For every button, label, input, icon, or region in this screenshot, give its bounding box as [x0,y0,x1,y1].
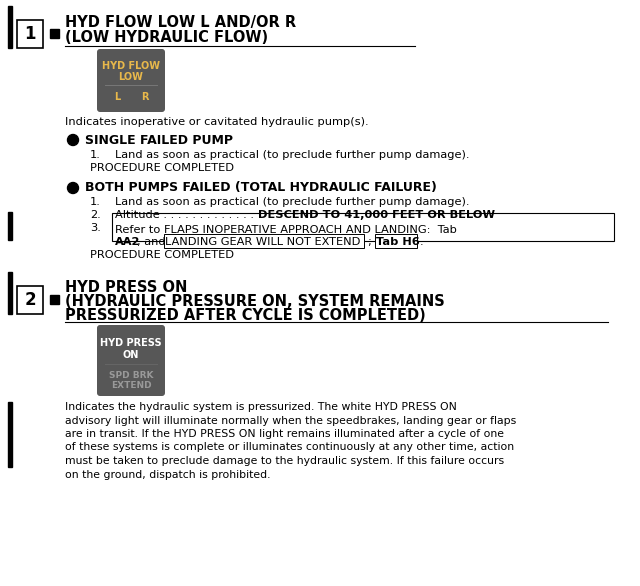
Text: ON: ON [123,350,139,360]
Text: 2.: 2. [90,210,100,220]
Text: HYD PRESS ON: HYD PRESS ON [65,281,188,295]
Text: Land as soon as practical (to preclude further pump damage).: Land as soon as practical (to preclude f… [115,150,470,160]
Text: advisory light will illuminate normally when the speedbrakes, landing gear or fl: advisory light will illuminate normally … [65,415,516,425]
Text: LOW: LOW [118,72,143,82]
Text: on the ground, dispatch is prohibited.: on the ground, dispatch is prohibited. [65,469,271,479]
Text: , and: , and [137,237,169,247]
Bar [164,234,364,248]
Text: PRESSURIZED AFTER CYCLE IS COMPLETED): PRESSURIZED AFTER CYCLE IS COMPLETED) [65,308,426,323]
Text: Refer to FLAPS INOPERATIVE APPROACH AND LANDING:  Tab: Refer to FLAPS INOPERATIVE APPROACH AND … [115,225,457,235]
Text: L: L [114,92,120,102]
Text: are in transit. If the HYD PRESS ON light remains illuminated after a cycle of o: are in transit. If the HYD PRESS ON ligh… [65,429,504,439]
Text: 1: 1 [24,25,36,43]
Text: Indicates the hydraulic system is pressurized. The white HYD PRESS ON: Indicates the hydraulic system is pressu… [65,402,457,412]
Text: 2: 2 [24,291,36,309]
Text: SINGLE FAILED PUMP: SINGLE FAILED PUMP [85,134,233,146]
Text: HYD PRESS: HYD PRESS [100,338,162,348]
Text: Land as soon as practical (to preclude further pump damage).: Land as soon as practical (to preclude f… [115,197,470,207]
Text: PROCEDURE COMPLETED: PROCEDURE COMPLETED [90,163,234,173]
Circle shape [67,182,79,193]
Text: (LOW HYDRAULIC FLOW): (LOW HYDRAULIC FLOW) [65,30,268,46]
Bar [17,20,43,48]
Text: AA2: AA2 [115,237,140,247]
Text: must be taken to preclude damage to the hydraulic system. If this failure occurs: must be taken to preclude damage to the … [65,456,504,466]
Bar [8,6,12,48]
Text: 3.: 3. [90,223,101,233]
Text: .: . [420,237,424,247]
FancyBboxPatch shape [97,49,165,112]
Bar [17,286,43,314]
Bar [8,212,12,240]
Circle shape [67,135,79,145]
Text: HYD FLOW: HYD FLOW [102,61,160,71]
Bar [8,272,12,314]
Text: Indicates inoperative or cavitated hydraulic pump(s).: Indicates inoperative or cavitated hydra… [65,117,369,127]
Text: 1.: 1. [90,150,101,160]
Text: PROCEDURE COMPLETED: PROCEDURE COMPLETED [90,250,234,260]
Text: SPD BRK: SPD BRK [109,370,153,380]
Text: EXTEND: EXTEND [111,380,151,390]
Bar [112,213,614,241]
Text: R: R [141,92,148,102]
Text: (HYDRAULIC PRESSURE ON, SYSTEM REMAINS: (HYDRAULIC PRESSURE ON, SYSTEM REMAINS [65,295,445,309]
Bar [50,29,59,38]
Text: Tab H6: Tab H6 [376,237,420,247]
Text: LANDING GEAR WILL NOT EXTEND: LANDING GEAR WILL NOT EXTEND [165,237,360,247]
Text: HYD FLOW LOW L AND/OR R: HYD FLOW LOW L AND/OR R [65,15,296,29]
Text: Altitude . . . . . . . . . . . . .: Altitude . . . . . . . . . . . . . [115,210,254,220]
FancyBboxPatch shape [97,325,165,396]
Text: BOTH PUMPS FAILED (TOTAL HYDRAULIC FAILURE): BOTH PUMPS FAILED (TOTAL HYDRAULIC FAILU… [85,182,437,195]
Text: DESCEND TO 41,000 FEET OR BELOW: DESCEND TO 41,000 FEET OR BELOW [258,210,495,220]
Text: of these systems is complete or illuminates continuously at any other time, acti: of these systems is complete or illumina… [65,442,514,452]
Bar [8,402,12,467]
Text: ;: ; [368,237,376,247]
Bar [50,295,59,304]
Text: 1.: 1. [90,197,101,207]
Bar [375,234,417,248]
